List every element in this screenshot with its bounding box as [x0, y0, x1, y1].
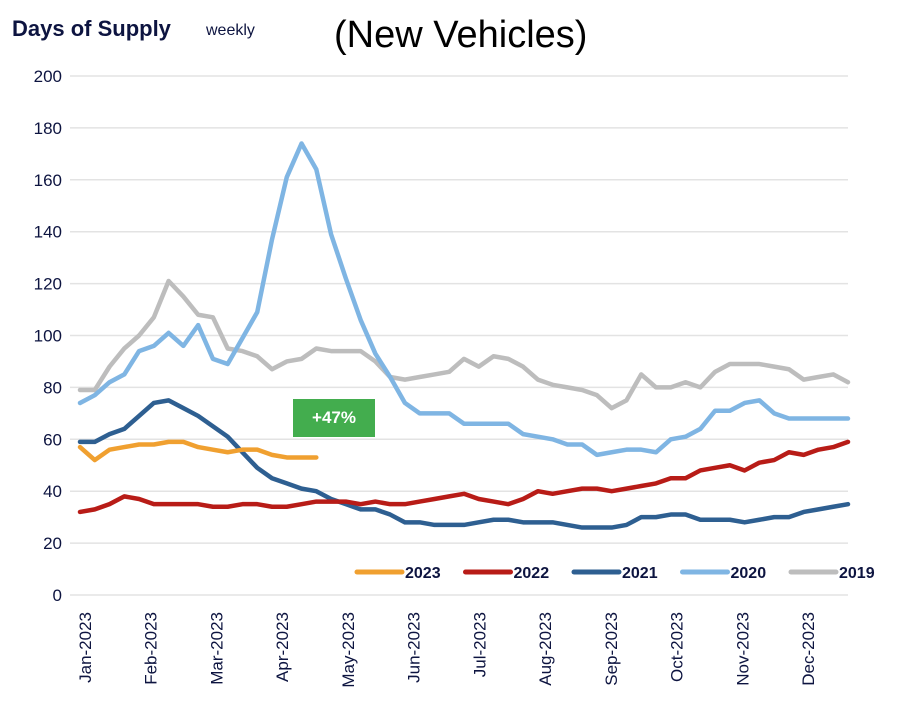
percent-change-badge: +47%: [293, 399, 375, 437]
series-line-2023: [77, 439, 319, 463]
x-tick-label: Feb-2023: [142, 612, 161, 685]
legend-label-2021: 2021: [622, 565, 658, 582]
x-tick-label: Apr-2023: [273, 612, 292, 682]
series-line-2020: [77, 141, 851, 458]
x-tick-label: Jul-2023: [470, 612, 489, 677]
x-tick-label: Aug-2023: [536, 612, 555, 686]
y-tick-label: 120: [34, 275, 62, 294]
y-tick-label: 80: [43, 378, 62, 397]
x-tick-label: May-2023: [339, 612, 358, 688]
series-line-2021: [77, 398, 851, 530]
x-tick-label: Mar-2023: [207, 612, 226, 685]
x-tick-label: Oct-2023: [668, 612, 687, 682]
y-tick-label: 200: [34, 67, 62, 86]
y-tick-label: 180: [34, 119, 62, 138]
y-tick-label: 100: [34, 327, 62, 346]
series-line-2019: [77, 278, 851, 411]
chart-title: Days of Supply: [12, 16, 171, 41]
legend-label-2020: 2020: [731, 565, 767, 582]
y-tick-label: 20: [43, 534, 62, 553]
legend-label-2023: 2023: [405, 565, 441, 582]
chart-heading: (New Vehicles): [334, 14, 588, 56]
series-line-2022: [77, 439, 851, 515]
y-tick-label: 40: [43, 482, 62, 501]
y-tick-label: 60: [43, 430, 62, 449]
chart-subtitle: weekly: [206, 22, 255, 39]
y-tick-label: 160: [34, 171, 62, 190]
x-tick-label: Dec-2023: [799, 612, 818, 686]
y-tick-label: 0: [53, 586, 62, 605]
x-tick-label: Sep-2023: [602, 612, 621, 686]
x-tick-label: Nov-2023: [733, 612, 752, 686]
y-tick-label: 140: [34, 223, 62, 242]
legend-label-2019: 2019: [839, 565, 875, 582]
x-tick-label: Jun-2023: [405, 612, 424, 683]
x-tick-label: Jan-2023: [76, 612, 95, 683]
legend-label-2022: 2022: [514, 565, 550, 582]
